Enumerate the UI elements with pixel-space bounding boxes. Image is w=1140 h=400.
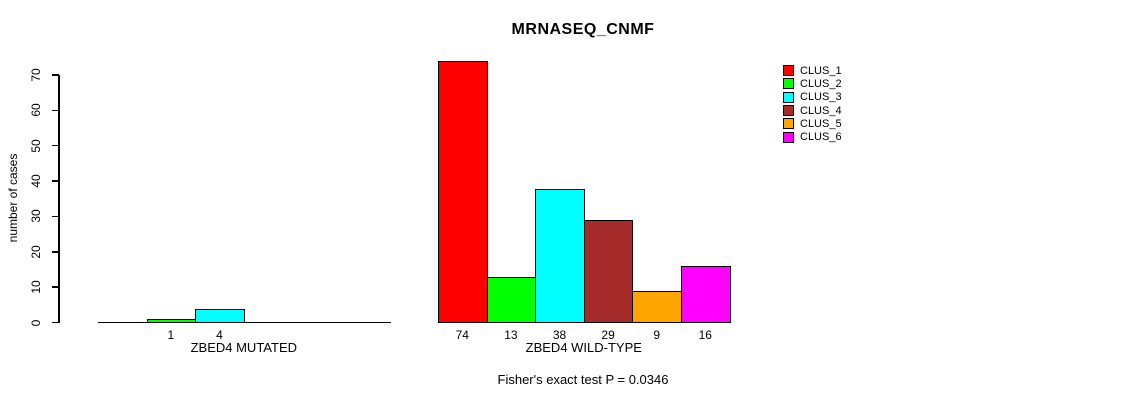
y-tick-mark (52, 109, 59, 112)
y-tick-label: 50 (29, 139, 43, 153)
bar-value-label: 1 (167, 328, 175, 342)
legend-swatch-clus_1 (783, 65, 794, 77)
bar-clus_4-group2 (583, 219, 634, 323)
legend-row: CLUS_2 (783, 77, 842, 90)
legend-row: CLUS_4 (783, 104, 842, 117)
legend-row: CLUS_3 (783, 91, 842, 104)
legend-swatch-clus_6 (783, 131, 794, 143)
legend: CLUS_1 CLUS_2 CLUS_3 CLUS_4 CLUS_5 CLUS_6 (783, 64, 842, 144)
bar-clus_2-group2 (486, 276, 537, 323)
y-tick-mark (52, 321, 59, 324)
bar-clus_5-group2 (632, 290, 682, 323)
legend-label: CLUS_4 (800, 104, 842, 117)
y-axis-line (58, 75, 60, 323)
legend-swatch-clus_2 (783, 78, 794, 90)
bar-value-label: 74 (455, 328, 469, 342)
bar-clus_6-group2 (681, 265, 731, 323)
group-label-2: ZBED4 WILD-TYPE (525, 340, 642, 355)
y-tick-label: 60 (29, 103, 43, 118)
y-tick-mark (52, 251, 59, 253)
y-tick-mark (52, 215, 59, 218)
bar-clus_1-group1 (98, 321, 148, 323)
legend-row: CLUS_5 (783, 117, 842, 130)
bar-value-label: 29 (601, 328, 615, 342)
bar-value-label: 9 (653, 328, 661, 342)
legend-swatch-clus_4 (783, 105, 794, 117)
bar-clus_5-group1 (292, 321, 342, 323)
legend-label: CLUS_5 (800, 117, 842, 130)
y-tick-mark (52, 286, 59, 288)
y-tick-mark (52, 144, 59, 147)
bar-value-label: 38 (552, 328, 567, 342)
legend-swatch-clus_3 (783, 91, 794, 103)
bar-clus_4-group1 (243, 321, 294, 323)
bar-clus_6-group1 (341, 321, 391, 323)
y-axis-label: number of cases (6, 153, 20, 243)
y-tick-mark (52, 180, 59, 182)
bar-value-label: 13 (504, 328, 518, 342)
bar-clus_3-group2 (535, 188, 585, 323)
legend-label: CLUS_6 (800, 131, 842, 144)
chart-title: MRNASEQ_CNMF (511, 21, 655, 38)
bar-clus_1-group2 (438, 60, 488, 323)
bar-clus_2-group1 (146, 318, 197, 323)
bar-value-label: 4 (216, 328, 223, 342)
y-tick-label: 70 (29, 68, 43, 82)
y-tick-label: 20 (29, 245, 43, 259)
annotation-text: Fisher's exact test P = 0.0346 (497, 372, 669, 387)
legend-row: CLUS_1 (783, 64, 842, 77)
legend-label: CLUS_2 (800, 77, 842, 90)
legend-label: CLUS_3 (800, 91, 842, 104)
legend-row: CLUS_6 (783, 130, 842, 143)
y-tick-mark (52, 74, 59, 76)
legend-swatch-clus_5 (783, 118, 794, 130)
y-tick-label: 10 (29, 280, 43, 294)
bar-clus_3-group1 (195, 308, 245, 323)
legend-label: CLUS_1 (800, 64, 842, 77)
y-tick-label: 0 (29, 319, 43, 326)
y-tick-label: 30 (29, 209, 43, 224)
group-label-1: ZBED4 MUTATED (190, 340, 298, 355)
y-tick-label: 40 (29, 174, 43, 188)
bar-value-label: 16 (698, 328, 712, 342)
